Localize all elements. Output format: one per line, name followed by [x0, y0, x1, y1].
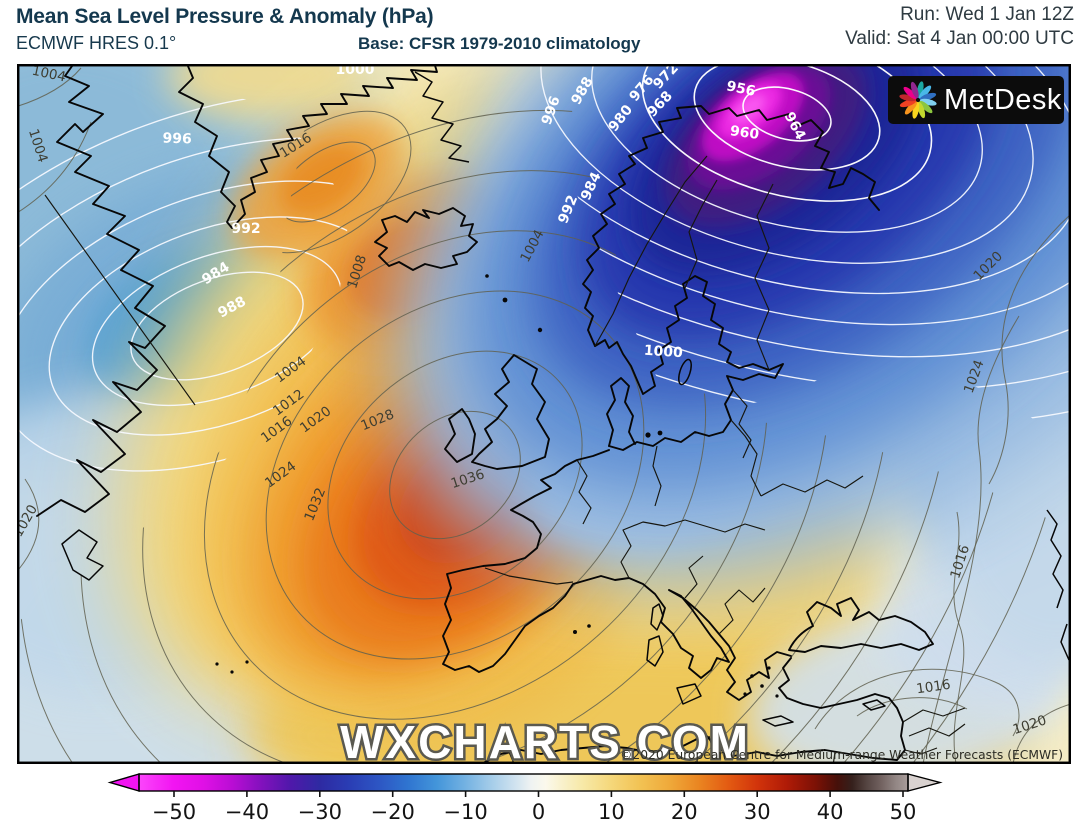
copyright-text: ©2020 European Centre for Medium-range W… [620, 748, 1063, 762]
svg-text:−40: −40 [225, 800, 269, 824]
svg-text:992: 992 [231, 221, 260, 237]
climatology-base-label: Base: CFSR 1979-2010 climatology [358, 34, 641, 53]
svg-text:−30: −30 [298, 800, 342, 824]
svg-text:−50: −50 [152, 800, 196, 824]
svg-text:40: 40 [817, 800, 844, 824]
header: Mean Sea Level Pressure & Anomaly (hPa) … [0, 0, 1088, 62]
metdesk-logo: MetDesk [888, 76, 1064, 124]
svg-text:1004: 1004 [30, 64, 67, 85]
svg-text:996: 996 [162, 130, 192, 147]
colorbar-ticks [173, 791, 904, 797]
colorbar-tick-labels: −50 −40 −30 −20 −10 0 10 20 30 40 50 [152, 800, 917, 824]
colorbar-gradient [139, 774, 908, 791]
metdesk-pinwheel-icon [899, 81, 937, 119]
metdesk-logo-text: MetDesk [944, 83, 1062, 116]
page-title: Mean Sea Level Pressure & Anomaly (hPa) [16, 5, 434, 28]
isobar-contours-extra [11, 67, 1072, 770]
svg-text:20: 20 [671, 800, 698, 824]
run-time-label: Run: Wed 1 Jan 12Z [900, 4, 1074, 25]
svg-text:30: 30 [744, 800, 771, 824]
svg-text:956: 956 [725, 78, 757, 100]
svg-text:1000: 1000 [643, 343, 683, 362]
valid-time-label: Valid: Sat 4 Jan 00:00 UTC [845, 28, 1074, 49]
coastlines [36, 58, 1070, 771]
svg-text:−20: −20 [371, 800, 415, 824]
svg-text:0: 0 [532, 800, 545, 824]
colorbar-right-arrow [908, 774, 940, 791]
colorbar-left-arrow [110, 774, 139, 791]
map-border [16, 63, 1072, 765]
svg-text:10: 10 [598, 800, 625, 824]
svg-text:−10: −10 [443, 800, 487, 824]
country-borders [484, 155, 966, 767]
model-label: ECMWF HRES 0.1° [16, 33, 177, 53]
svg-text:1016: 1016 [915, 677, 951, 698]
anomaly-colorbar: −50 −40 −30 −20 −10 0 10 20 30 40 50 [0, 766, 1088, 833]
svg-text:960: 960 [729, 123, 760, 143]
watermark: WXCHARTS.COM [340, 716, 750, 764]
svg-text:50: 50 [890, 800, 917, 824]
